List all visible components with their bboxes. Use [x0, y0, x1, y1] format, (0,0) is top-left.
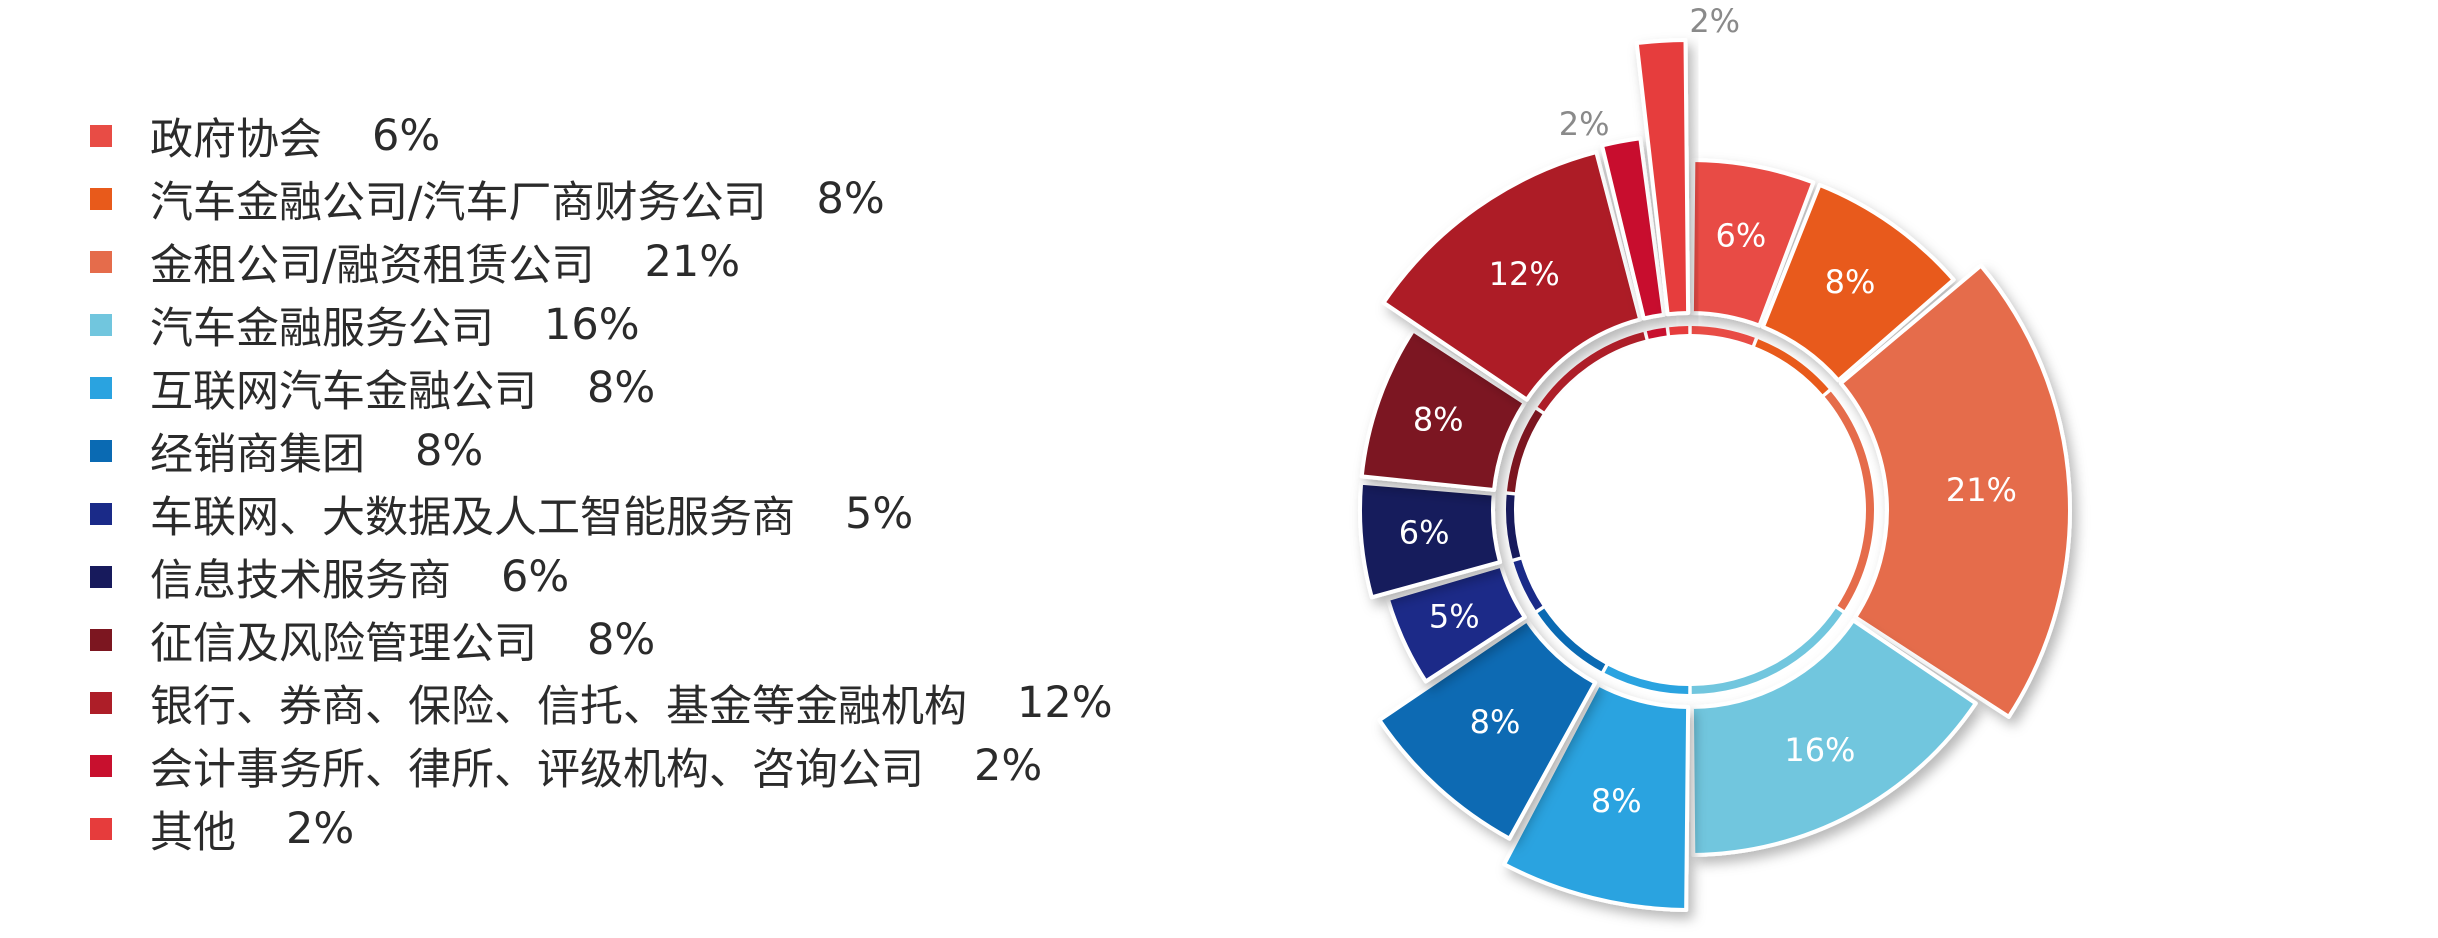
donut-inner-ring-segment: [1604, 665, 1689, 694]
legend-item: 信息技术服务商 6%: [90, 545, 1113, 608]
donut-inner-ring-segment: [1669, 326, 1689, 336]
donut-slice: [1600, 136, 1666, 321]
legend-label: 其他: [150, 807, 236, 858]
legend-item: 会计事务所、律所、评级机构、咨询公司 2%: [90, 734, 1113, 797]
donut-slice: [1689, 158, 1816, 328]
slice-value-label: 8%: [1825, 263, 1876, 301]
legend-item: 银行、券商、保险、信托、基金等金融机构 12%: [90, 671, 1113, 734]
legend-swatch: [90, 187, 112, 210]
slice-value-label: 12%: [1489, 255, 1560, 293]
legend-label: 汽车金融公司/汽车厂商财务公司: [150, 177, 767, 228]
slice-value-label: 8%: [1591, 782, 1642, 820]
donut-slice: [1359, 328, 1527, 492]
donut-inner-ring-segment: [1506, 409, 1543, 493]
donut-slice: [1689, 618, 1978, 857]
donut-slice: [1358, 480, 1503, 600]
legend-label: 信息技术服务商: [150, 555, 451, 606]
legend-value: 6%: [501, 551, 570, 602]
donut-inner-ring-segment: [1537, 608, 1606, 672]
donut-inner-ring-segment: [1691, 608, 1843, 694]
legend-item: 征信及风险管理公司 8%: [90, 608, 1113, 671]
legend-label: 互联网汽车金融公司: [150, 366, 537, 417]
slice-value-label: 8%: [1413, 400, 1464, 438]
legend-item: 汽车金融服务公司 16%: [90, 293, 1113, 356]
legend-swatch: [90, 250, 112, 273]
donut-slice: [1634, 38, 1691, 317]
legend-item: 汽车金融公司/汽车厂商财务公司 8%: [90, 167, 1113, 230]
legend-value: 2%: [974, 740, 1043, 791]
legend-label: 汽车金融服务公司: [150, 303, 494, 354]
chart-legend: 政府协会 6% 汽车金融公司/汽车厂商财务公司 8% 金租公司/融资租赁公司 21% 汽车金…: [90, 104, 1113, 860]
donut-inner-ring-segment: [1824, 391, 1874, 611]
legend-swatch: [90, 691, 112, 714]
legend-swatch: [90, 754, 112, 777]
slice-value-label: 5%: [1429, 598, 1480, 636]
legend-swatch: [90, 439, 112, 462]
legend-value: 8%: [415, 425, 484, 476]
legend-value: 8%: [587, 614, 656, 665]
legend-value: 8%: [587, 362, 656, 413]
legend-swatch: [90, 565, 112, 588]
legend-item: 互联网汽车金融公司 8%: [90, 356, 1113, 419]
slice-value-label: 2%: [1559, 105, 1610, 143]
legend-value: 16%: [544, 299, 640, 350]
donut-slice: [1381, 150, 1643, 402]
legend-label: 政府协会: [150, 114, 322, 165]
donut-slice: [1502, 682, 1691, 912]
legend-swatch: [90, 817, 112, 840]
donut-slice: [1760, 182, 1956, 383]
legend-item: 经销商集团 8%: [90, 419, 1113, 482]
legend-item: 政府协会 6%: [90, 104, 1113, 167]
legend-label: 车联网、大数据及人工智能服务商: [150, 492, 795, 543]
legend-value: 12%: [1017, 677, 1113, 728]
donut-slice: [1377, 618, 1598, 841]
donut-inner-ring-segment: [1646, 327, 1667, 339]
legend-label: 银行、券商、保险、信托、基金等金融机构: [150, 681, 967, 732]
legend-value: 2%: [286, 803, 355, 854]
legend-label: 经销商集团: [150, 429, 365, 480]
donut-slice: [1838, 263, 2072, 719]
slice-value-label: 2%: [1689, 2, 1740, 40]
donut-slice: [1385, 563, 1527, 684]
legend-swatch: [90, 502, 112, 525]
legend-label: 会计事务所、律所、评级机构、咨询公司: [150, 744, 924, 795]
legend-swatch: [90, 313, 112, 336]
legend-value: 5%: [845, 488, 914, 539]
legend-value: 8%: [816, 173, 885, 224]
legend-item: 其他 2%: [90, 797, 1113, 860]
legend-item: 金租公司/融资租赁公司 21%: [90, 230, 1113, 293]
donut-inner-ring-segment: [1537, 332, 1646, 412]
legend-swatch: [90, 628, 112, 651]
donut-inner-ring-segment: [1513, 559, 1543, 611]
donut-inner-ring-segment: [1506, 494, 1521, 559]
slice-value-label: 21%: [1946, 471, 2017, 509]
legend-swatch: [90, 124, 112, 147]
legend-value: 6%: [372, 110, 441, 161]
legend-swatch: [90, 376, 112, 399]
legend-item: 车联网、大数据及人工智能服务商 5%: [90, 482, 1113, 545]
slice-value-label: 16%: [1784, 731, 1855, 769]
slice-value-label: 6%: [1399, 514, 1450, 552]
slice-value-label: 8%: [1470, 703, 1521, 741]
legend-value: 21%: [644, 236, 741, 287]
slice-value-label: 6%: [1716, 217, 1767, 255]
donut-inner-ring-segment: [1755, 339, 1829, 395]
legend-label: 征信及风险管理公司: [150, 618, 537, 669]
donut-inner-ring-segment: [1691, 326, 1755, 346]
legend-label: 金租公司/融资租赁公司: [150, 240, 595, 291]
